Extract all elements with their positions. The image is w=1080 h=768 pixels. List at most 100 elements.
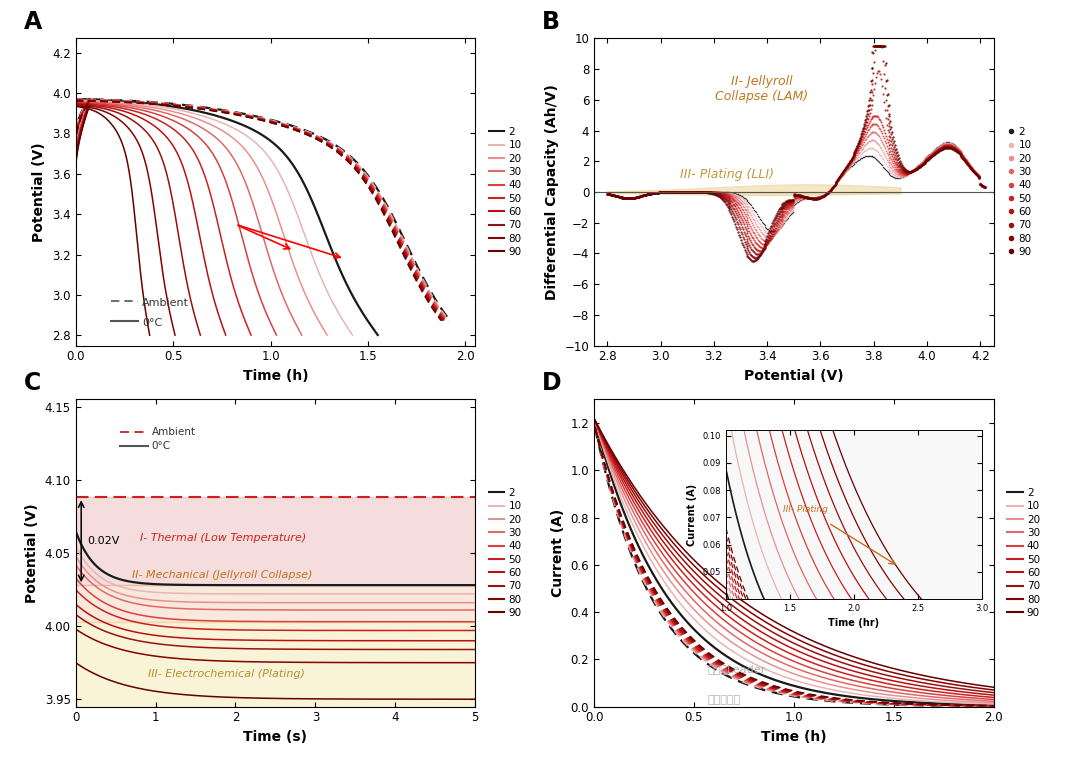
Point	[666, 186, 684, 198]
Point	[824, 181, 841, 194]
Point	[689, 186, 706, 198]
Point	[665, 186, 683, 198]
Point	[767, 210, 784, 223]
Point	[828, 176, 846, 188]
Point	[897, 164, 915, 177]
Point	[974, 179, 991, 191]
Point	[968, 168, 985, 180]
Point	[673, 186, 690, 198]
Point	[725, 190, 742, 202]
Point	[637, 188, 654, 200]
Text: 0.02V: 0.02V	[87, 536, 120, 546]
Point	[813, 190, 831, 202]
Point	[634, 190, 651, 202]
Point	[812, 190, 829, 202]
Point	[935, 141, 953, 154]
Point	[945, 142, 962, 154]
Point	[924, 146, 942, 158]
Point	[920, 151, 937, 164]
Point	[909, 160, 927, 172]
Point	[646, 187, 663, 199]
Point	[960, 159, 977, 171]
Point	[633, 190, 650, 202]
Point	[620, 192, 637, 204]
Point	[956, 151, 973, 164]
Point	[921, 148, 939, 161]
Point	[912, 159, 929, 171]
Point	[923, 147, 941, 159]
Point	[943, 137, 960, 150]
Point	[688, 186, 705, 198]
Point	[715, 192, 732, 204]
Point	[889, 165, 906, 177]
Point	[807, 192, 824, 204]
Point	[828, 177, 846, 189]
Text: Ambient: Ambient	[151, 426, 195, 436]
Point	[732, 194, 750, 206]
Text: 新能源Leader: 新能源Leader	[707, 664, 766, 674]
Point	[730, 202, 747, 214]
Point	[636, 189, 653, 201]
Point	[640, 187, 658, 200]
Point	[799, 191, 816, 204]
Point	[935, 137, 953, 150]
Point	[687, 186, 704, 198]
Point	[955, 153, 972, 165]
Point	[686, 186, 703, 198]
Point	[948, 144, 966, 156]
Point	[923, 148, 941, 161]
Point	[674, 186, 691, 198]
Point	[719, 200, 737, 213]
X-axis label: Time (s): Time (s)	[243, 730, 308, 744]
Point	[768, 210, 785, 223]
Point	[971, 170, 988, 183]
Point	[835, 166, 852, 178]
Point	[738, 194, 755, 206]
Point	[812, 190, 829, 202]
Point	[605, 189, 622, 201]
Point	[933, 141, 950, 153]
Point	[950, 144, 968, 157]
Point	[806, 191, 823, 204]
Point	[646, 187, 663, 199]
Point	[761, 226, 779, 238]
Point	[894, 170, 912, 183]
Point	[904, 165, 921, 177]
Point	[625, 191, 643, 204]
Point	[620, 192, 637, 204]
Point	[914, 158, 931, 170]
Point	[950, 145, 968, 157]
Point	[909, 161, 927, 173]
Point	[735, 197, 753, 209]
Point	[974, 180, 991, 192]
Point	[797, 191, 814, 204]
Point	[864, 126, 881, 138]
Point	[649, 187, 666, 199]
Point	[652, 186, 670, 198]
Point	[935, 141, 953, 153]
Point	[690, 186, 707, 198]
Point	[826, 179, 843, 191]
Point	[602, 188, 619, 200]
Point	[792, 190, 809, 203]
Point	[703, 187, 720, 199]
Point	[748, 253, 766, 265]
Point	[600, 188, 618, 200]
Point	[611, 190, 629, 203]
Point	[913, 159, 930, 171]
Point	[751, 213, 768, 225]
Point	[840, 158, 858, 170]
Point	[782, 209, 799, 221]
Point	[894, 169, 912, 181]
Point	[657, 186, 674, 198]
Point	[901, 166, 918, 178]
Point	[866, 109, 883, 121]
Point	[968, 168, 985, 180]
Point	[853, 131, 870, 143]
Point	[858, 138, 875, 151]
Point	[731, 196, 748, 208]
Point	[937, 136, 955, 148]
Point	[685, 186, 702, 198]
Point	[870, 113, 888, 125]
Point	[644, 187, 661, 200]
